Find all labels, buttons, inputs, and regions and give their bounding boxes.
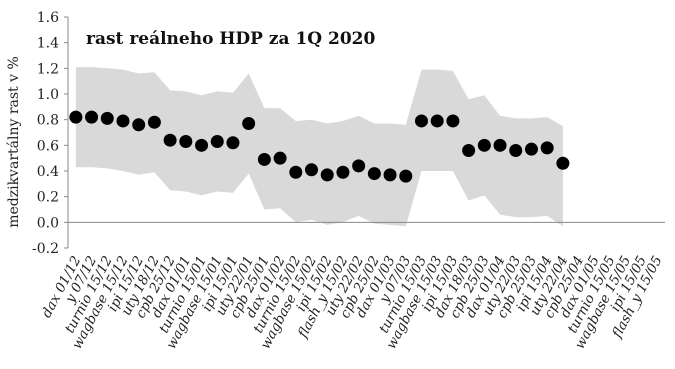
chart-title: rast reálneho HDP za 1Q 2020	[86, 29, 375, 49]
y-tick-label: 0.2	[37, 190, 59, 206]
y-tick-label: 0.8	[37, 113, 59, 129]
band-area	[75, 67, 563, 227]
data-point	[556, 156, 570, 170]
data-point	[305, 163, 319, 177]
data-point	[399, 169, 413, 183]
data-point	[273, 151, 287, 165]
confidence-band	[75, 67, 563, 227]
y-tick-label: 1.4	[37, 36, 59, 52]
y-axis-label: medzikvartálny rast v %	[6, 56, 22, 228]
y-tick-labels: -0.2 0.0 0.2 0.4 0.6 0.8 1.0 1.2 1.4 1.6	[32, 10, 59, 257]
data-point	[116, 114, 130, 128]
data-point	[132, 118, 146, 132]
data-point	[524, 142, 538, 156]
data-point	[226, 136, 240, 150]
data-point	[163, 133, 177, 147]
data-point	[493, 138, 507, 152]
y-tick-label: 1.0	[37, 87, 59, 103]
y-tick-label: 0.6	[37, 138, 59, 154]
data-point	[383, 168, 397, 182]
data-point	[289, 165, 303, 179]
data-point	[477, 138, 491, 152]
axes	[64, 16, 665, 249]
data-point	[85, 110, 99, 124]
data-point	[147, 115, 161, 129]
data-point	[540, 141, 554, 155]
data-points	[69, 110, 570, 183]
data-point	[257, 152, 271, 166]
data-point	[414, 114, 428, 128]
data-point	[446, 114, 460, 128]
data-point	[430, 114, 444, 128]
y-tick-label: -0.2	[32, 241, 59, 257]
data-point	[367, 167, 381, 181]
data-point	[242, 117, 256, 131]
data-point	[320, 168, 334, 182]
data-point	[210, 134, 224, 148]
data-point	[195, 138, 209, 152]
data-point	[336, 165, 350, 179]
y-tick-label: 1.6	[37, 10, 59, 26]
data-point	[100, 111, 114, 125]
y-tick-label: 0.4	[37, 164, 59, 180]
y-tick-label: 0.0	[37, 215, 59, 231]
y-tick-label: 1.2	[37, 61, 59, 77]
data-point	[352, 159, 366, 173]
data-point	[179, 134, 193, 148]
data-point	[69, 110, 83, 124]
data-point	[462, 143, 476, 157]
data-point	[509, 143, 523, 157]
